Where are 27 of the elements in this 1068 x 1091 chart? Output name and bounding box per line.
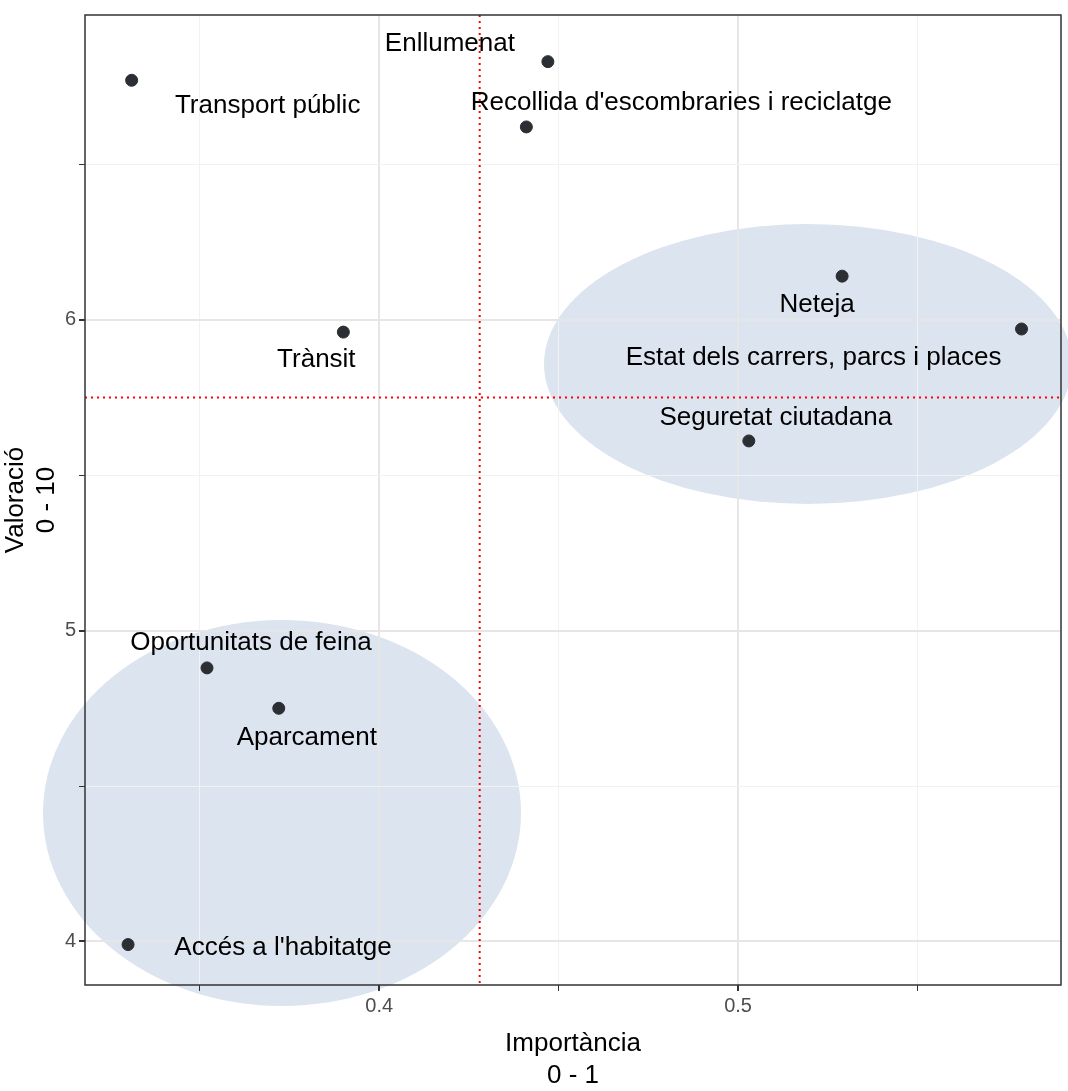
annotation: Transport públic [174, 89, 361, 120]
point [125, 73, 139, 87]
y-tick-label: 4 [64, 928, 76, 951]
annotation: Neteja [779, 288, 856, 319]
point [541, 55, 555, 69]
y-tick-label: 6 [64, 307, 76, 330]
annotation: Oportunitats de feina [130, 626, 373, 657]
annotation: Estat dels carrers, parcs i places [625, 341, 1002, 372]
annotation: Trànsit [277, 343, 357, 374]
annotation: Accés a l'habitatge [174, 930, 392, 961]
point [1015, 322, 1029, 336]
point [519, 120, 533, 134]
annotation: Enllumenat [384, 26, 516, 57]
point [272, 701, 286, 715]
x-axis-title: Importància 0 - 1 [505, 1027, 642, 1089]
x-tick-label: 0.4 [365, 993, 394, 1016]
point [121, 938, 135, 952]
x-tick-label: 0.5 [724, 993, 752, 1016]
y-axis-title: Valoració 0 - 10 [0, 446, 60, 554]
y-tick-label: 5 [64, 618, 76, 641]
annotation: Seguretat ciutadana [659, 401, 893, 432]
point [336, 325, 350, 339]
annotation: Recollida d'escombraries i reciclatge [470, 86, 892, 117]
point [835, 269, 849, 283]
point [200, 661, 214, 675]
annotation: Aparcament [236, 721, 378, 752]
point [742, 434, 756, 448]
